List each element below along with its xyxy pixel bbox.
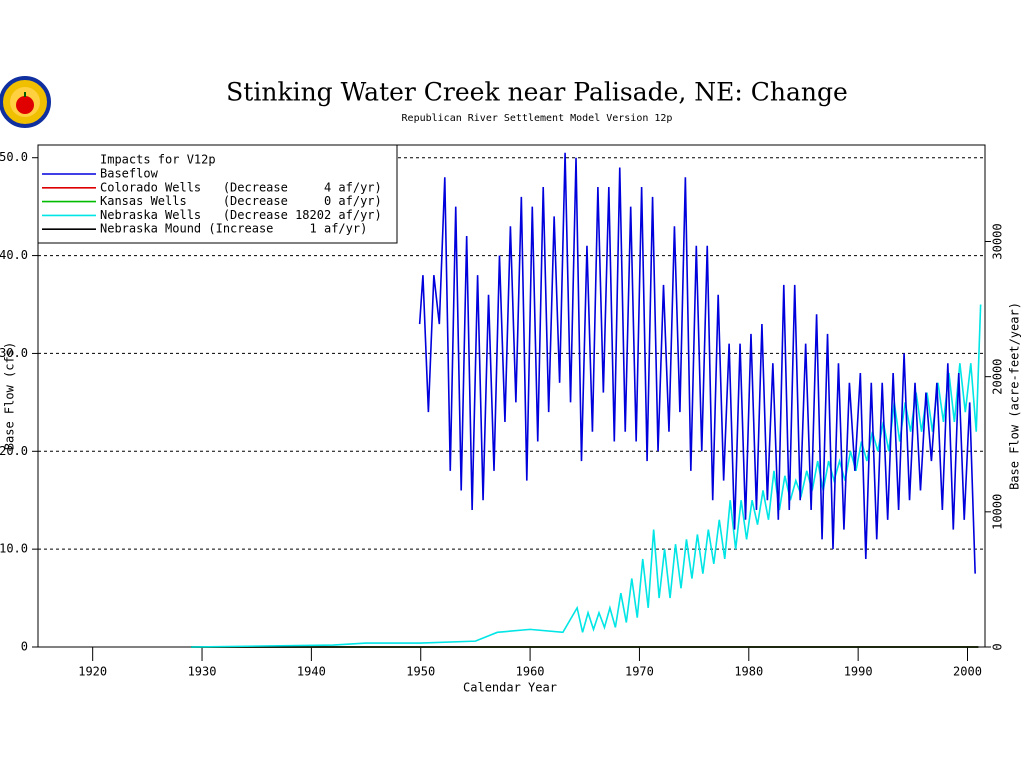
y2-axis-label: Base Flow (acre-feet/year) — [1008, 302, 1022, 490]
x-tick-label: 2000 — [953, 665, 982, 679]
x-tick-label: 1990 — [844, 665, 873, 679]
y2-tick-label: 10000 — [991, 494, 1005, 530]
legend-box — [37, 144, 398, 244]
legend-label: Nebraska Wells (Decrease 18202 af/yr) — [100, 208, 382, 222]
legend-title: Impacts for V12p — [100, 153, 216, 167]
y-tick-label: 0 — [21, 640, 28, 654]
series-line — [191, 304, 982, 648]
x-tick-label: 1930 — [188, 665, 217, 679]
legend-label: Baseflow — [100, 167, 159, 181]
y2-tick-label: 20000 — [991, 359, 1005, 395]
y-axis-label: Base Flow (cfs) — [3, 342, 17, 450]
x-tick-label: 1980 — [734, 665, 763, 679]
y2-tick-label: 0 — [991, 643, 1005, 650]
y-tick-label: 10.0 — [0, 542, 28, 556]
y2-tick-label: 30000 — [991, 223, 1005, 259]
logo — [0, 76, 51, 128]
y-tick-label: 40.0 — [0, 248, 28, 262]
y-tick-label: 30.0 — [0, 346, 28, 360]
x-axis-label: Calendar Year — [463, 681, 557, 695]
legend-label: Kansas Wells (Decrease 0 af/yr) — [100, 194, 382, 208]
series-line — [418, 152, 976, 574]
x-tick-label: 1960 — [516, 665, 545, 679]
legend-label: Colorado Wells (Decrease 4 af/yr) — [100, 180, 382, 194]
x-tick-label: 1970 — [625, 665, 654, 679]
chart-title: Stinking Water Creek near Palisade, NE: … — [226, 78, 848, 107]
x-tick-label: 1920 — [78, 665, 107, 679]
legend-label: Nebraska Mound (Increase 1 af/yr) — [100, 222, 367, 236]
y-tick-label: 50.0 — [0, 150, 28, 164]
chart-subtitle: Republican River Settlement Model Versio… — [402, 113, 673, 124]
x-tick-label: 1950 — [406, 665, 435, 679]
x-tick-label: 1940 — [297, 665, 326, 679]
y-tick-label: 20.0 — [0, 444, 28, 458]
